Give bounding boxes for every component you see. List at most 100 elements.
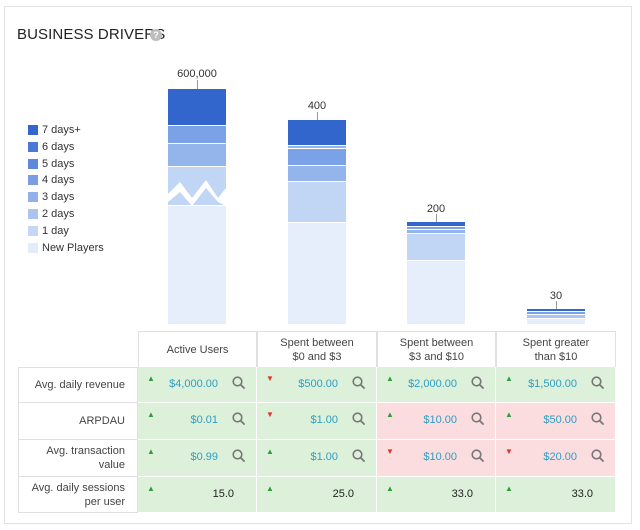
metric-value[interactable]: $0.01 xyxy=(190,414,218,426)
bar-total-label: 400 xyxy=(307,100,327,112)
arrow-up-icon: ▲ xyxy=(147,447,155,456)
legend-label: 6 days xyxy=(42,140,75,153)
bar-segment[interactable] xyxy=(168,206,226,324)
legend-swatch xyxy=(28,225,38,236)
bar-segment[interactable] xyxy=(288,149,346,165)
metric-value[interactable]: $4,000.00 xyxy=(169,378,218,390)
bar-leader-line xyxy=(556,301,557,309)
metric-cell: ▲ $0.99 xyxy=(138,440,257,477)
metric-value[interactable]: $1,500.00 xyxy=(528,378,577,390)
metric-value[interactable]: $2,000.00 xyxy=(408,378,457,390)
legend-label: 5 days xyxy=(42,157,75,170)
bar-leader-line xyxy=(317,112,318,120)
legend-label: 7 days+ xyxy=(42,124,81,136)
bar-leader-line xyxy=(436,214,437,222)
bar-total-label: 200 xyxy=(426,203,446,215)
arrow-up-icon: ▲ xyxy=(147,484,155,493)
legend-label: 1 day xyxy=(42,224,69,237)
legend-swatch xyxy=(28,141,38,152)
magnifier-icon[interactable] xyxy=(352,449,365,462)
arrow-up-icon: ▲ xyxy=(386,410,394,419)
bar-segment[interactable] xyxy=(527,315,585,318)
column-header-line: Active Users xyxy=(166,343,229,356)
row-label-line: Avg. transaction xyxy=(46,445,125,457)
arrow-up-icon: ▲ xyxy=(386,484,394,493)
magnifier-icon[interactable] xyxy=(232,376,245,389)
magnifier-icon[interactable] xyxy=(352,412,365,425)
metric-value[interactable]: $10.00 xyxy=(423,451,457,463)
bar-segment[interactable] xyxy=(527,319,585,324)
metric-cell: ▲ $10.00 xyxy=(377,403,496,440)
bar-segment[interactable] xyxy=(288,166,346,181)
metric-cell: ▲ $2,000.00 xyxy=(377,367,496,403)
magnifier-icon[interactable] xyxy=(471,376,484,389)
arrow-down-icon: ▼ xyxy=(386,447,394,456)
divider xyxy=(18,367,138,368)
arrow-up-icon: ▲ xyxy=(505,410,513,419)
metric-value[interactable]: $50.00 xyxy=(543,414,577,426)
metric-value[interactable]: $500.00 xyxy=(298,378,338,390)
metric-cell: ▼ $10.00 xyxy=(377,440,496,477)
arrow-up-icon: ▲ xyxy=(386,374,394,383)
bar-segment[interactable] xyxy=(407,227,465,229)
bar-segment[interactable] xyxy=(407,234,465,260)
metric-cell: ▼ $20.00 xyxy=(496,440,616,477)
bar-segment[interactable] xyxy=(527,309,585,311)
legend-swatch xyxy=(28,158,38,169)
arrow-up-icon: ▲ xyxy=(266,484,274,493)
legend-label: 3 days xyxy=(42,191,75,204)
metric-value[interactable]: $0.99 xyxy=(190,451,218,463)
arrow-up-icon: ▲ xyxy=(505,484,513,493)
arrow-up-icon: ▲ xyxy=(147,410,155,419)
column-header: Active Users xyxy=(138,331,257,367)
bar-segment[interactable] xyxy=(168,126,226,143)
bar-segment[interactable] xyxy=(288,182,346,222)
column-header-line: Spent between xyxy=(280,336,354,349)
row-label-line: value xyxy=(98,459,125,471)
legend-swatch xyxy=(28,175,38,186)
row-label-line: ARPDAU xyxy=(79,415,125,427)
metric-cell: ▲ 15.0 xyxy=(138,477,257,513)
metric-cell: ▲ $1.00 xyxy=(257,440,377,477)
axis-break-icon xyxy=(168,180,226,206)
column-header-line: than $10 xyxy=(534,350,578,363)
arrow-up-icon: ▲ xyxy=(505,374,513,383)
bar-segment[interactable] xyxy=(288,120,346,145)
magnifier-icon[interactable] xyxy=(232,412,245,425)
metric-cell: ▲ 33.0 xyxy=(377,477,496,513)
column-header-line: Spent greater xyxy=(522,336,590,349)
metric-value[interactable]: $1.00 xyxy=(310,451,338,463)
magnifier-icon[interactable] xyxy=(232,449,245,462)
legend-label: 2 days xyxy=(42,207,75,220)
legend-swatch xyxy=(28,125,38,135)
magnifier-icon[interactable] xyxy=(591,449,604,462)
metric-value[interactable]: $1.00 xyxy=(310,414,338,426)
bar-segment[interactable] xyxy=(288,146,346,148)
magnifier-icon[interactable] xyxy=(591,376,604,389)
column-header: Spent between $0 and $3 xyxy=(257,331,377,367)
legend-swatch xyxy=(28,242,38,253)
metric-value[interactable]: $10.00 xyxy=(423,414,457,426)
help-icon[interactable]: ? xyxy=(150,29,162,41)
bar-leader-line xyxy=(197,80,198,89)
bar-segment[interactable] xyxy=(407,230,465,233)
magnifier-icon[interactable] xyxy=(471,449,484,462)
bar-segment[interactable] xyxy=(527,312,585,314)
metric-cell: ▼ $500.00 xyxy=(257,367,377,403)
bar-segment[interactable] xyxy=(168,144,226,166)
metric-cell: ▲ $4,000.00 xyxy=(138,367,257,403)
metric-cell: ▲ $1,500.00 xyxy=(496,367,616,403)
metric-cell: ▲ 33.0 xyxy=(496,477,616,513)
arrow-up-icon: ▲ xyxy=(147,374,155,383)
bar-segment[interactable] xyxy=(407,222,465,226)
magnifier-icon[interactable] xyxy=(471,412,484,425)
bar-segment[interactable] xyxy=(407,261,465,324)
row-label: Avg. daily sessions per user xyxy=(18,477,138,513)
metric-value[interactable]: $20.00 xyxy=(543,451,577,463)
magnifier-icon[interactable] xyxy=(591,412,604,425)
bar-segment[interactable] xyxy=(168,89,226,125)
arrow-up-icon: ▲ xyxy=(266,447,274,456)
metric-cell: ▲ 25.0 xyxy=(257,477,377,513)
bar-segment[interactable] xyxy=(288,223,346,324)
magnifier-icon[interactable] xyxy=(352,376,365,389)
